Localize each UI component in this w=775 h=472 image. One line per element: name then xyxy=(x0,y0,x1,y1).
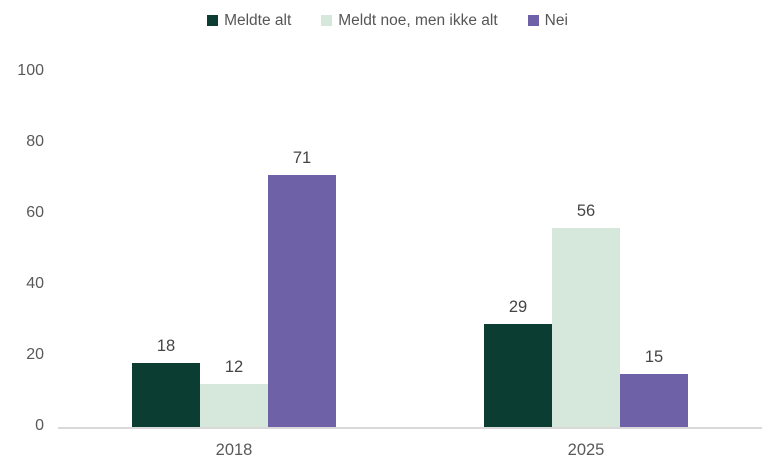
legend-label: Meldt noe, men ikke alt xyxy=(338,12,498,29)
bar-value-label: 56 xyxy=(576,202,596,221)
x-axis-category-label: 2018 xyxy=(215,441,253,459)
x-axis-category-label: 2025 xyxy=(567,441,605,459)
legend-item: Meldte alt xyxy=(207,13,291,29)
legend-label: Nei xyxy=(544,12,568,29)
bar-value-label: 15 xyxy=(644,347,664,366)
bar-value-label: 29 xyxy=(508,298,528,317)
y-axis-tick-label: 100 xyxy=(17,62,44,79)
legend-label: Meldte alt xyxy=(224,12,292,29)
bar-2018-series-1 xyxy=(132,363,200,427)
legend-swatch-icon xyxy=(207,15,219,27)
y-axis-tick-label: 40 xyxy=(26,275,44,292)
bar-value-label: 71 xyxy=(292,148,312,167)
bar-value-label: 18 xyxy=(156,337,176,356)
chart-legend: Meldte alt Meldt noe, men ikke alt Nei xyxy=(0,13,775,29)
y-axis-tick-label: 80 xyxy=(26,133,44,150)
bar-value-label: 12 xyxy=(224,358,244,377)
legend-swatch-icon xyxy=(527,15,539,27)
y-axis-tick-label: 20 xyxy=(26,346,44,363)
bar-2018-series-3 xyxy=(268,174,336,427)
legend-item: Meldt noe, men ikke alt xyxy=(321,12,498,29)
bar-2025-series-1 xyxy=(484,324,552,427)
x-axis-line xyxy=(58,427,762,429)
bar-2025-series-3 xyxy=(620,373,688,427)
y-axis-tick-label: 0 xyxy=(35,417,44,434)
y-axis-tick-label: 60 xyxy=(26,204,44,221)
legend-item: Nei xyxy=(527,12,568,29)
legend-swatch-icon xyxy=(321,15,333,27)
bar-2025-series-2 xyxy=(552,228,620,427)
bar-2018-series-2 xyxy=(200,384,268,427)
